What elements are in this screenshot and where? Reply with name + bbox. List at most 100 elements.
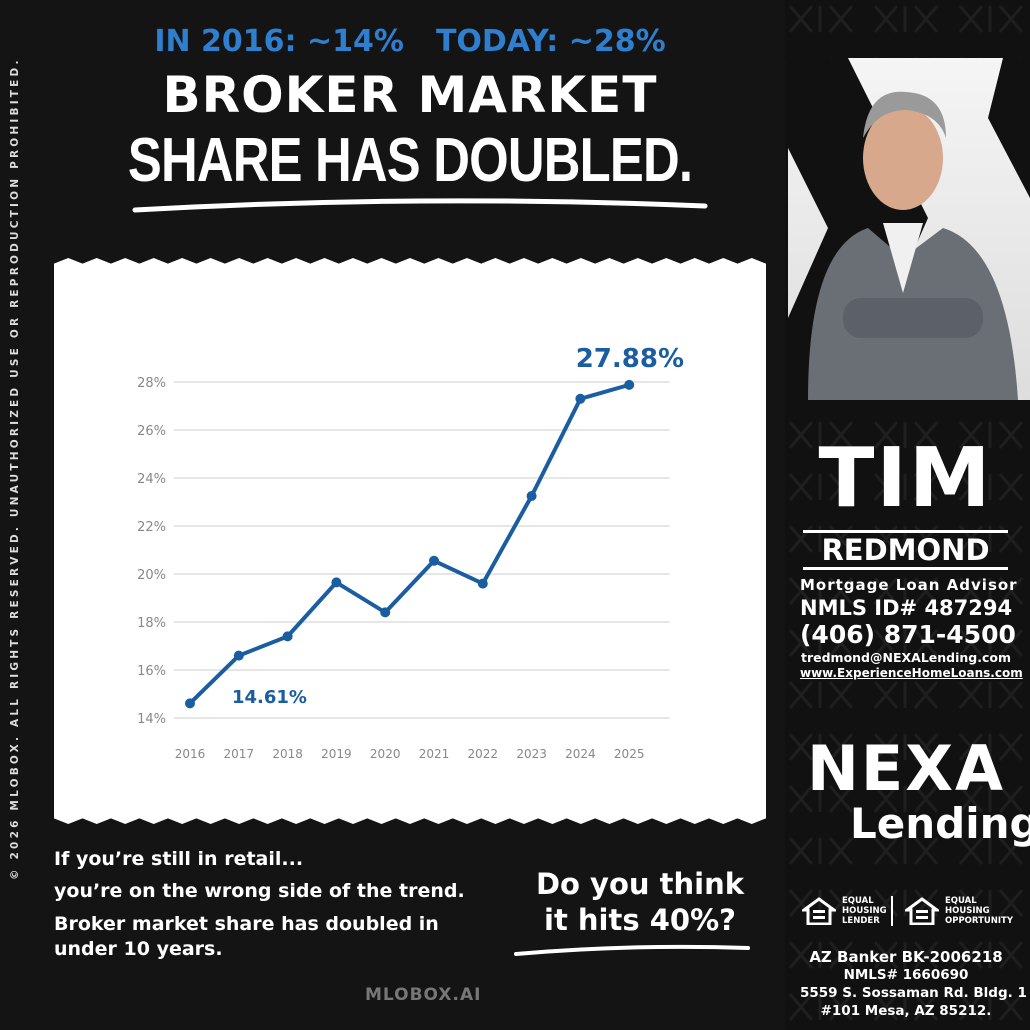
data-point bbox=[429, 555, 439, 566]
mlobox-logo: MLOBOX.AI bbox=[365, 985, 482, 1005]
company-nmls: NMLS# 1660690 bbox=[843, 967, 969, 983]
pattern-mark bbox=[788, 993, 854, 1021]
pattern-mark bbox=[788, 5, 854, 33]
agent-email[interactable]: tredmond@NEXALending.com bbox=[800, 650, 1012, 665]
y-tick-label: 24% bbox=[137, 472, 166, 487]
agent-photo bbox=[788, 58, 1030, 400]
body-line3: Broker market share has doubled in bbox=[54, 913, 439, 935]
headline-stats: IN 2016: ~14% TODAY: ~28% bbox=[90, 24, 730, 60]
pattern-mark bbox=[958, 577, 1024, 605]
nexa-logo-bottom: Lending bbox=[850, 799, 1030, 848]
pattern-mark bbox=[958, 785, 1024, 813]
pattern-mark bbox=[788, 577, 854, 605]
pattern-mark bbox=[873, 837, 939, 865]
question: Do you think it hits 40%? bbox=[520, 866, 760, 938]
x-tick-label: 2017 bbox=[224, 747, 255, 761]
pattern-mark bbox=[873, 5, 939, 33]
body-line4: under 10 years. bbox=[54, 938, 223, 960]
x-tick-label: 2023 bbox=[516, 747, 547, 761]
eq1-line: EQUAL bbox=[842, 896, 874, 906]
question-line2: it hits 40%? bbox=[544, 903, 736, 937]
divider bbox=[891, 896, 893, 926]
pattern-mark bbox=[873, 525, 939, 553]
body-line2: you’re on the wrong side of the trend. bbox=[54, 880, 465, 902]
pattern-mark bbox=[788, 889, 854, 917]
pattern-mark bbox=[873, 733, 939, 761]
pattern-mark bbox=[788, 421, 854, 449]
pattern-mark bbox=[958, 473, 1024, 501]
x-tick-label: 2025 bbox=[614, 747, 645, 761]
eq2-line: OPPORTUNITY bbox=[945, 916, 1014, 926]
copyright-notice: © 2026 MLOBOX. ALL RIGHTS RESERVED. UNAU… bbox=[9, 57, 21, 880]
pattern-mark bbox=[958, 837, 1024, 865]
agent-last-name: REDMOND bbox=[803, 530, 1008, 570]
y-tick-label: 26% bbox=[137, 424, 166, 439]
pattern-mark bbox=[873, 629, 939, 657]
x-tick-label: 2019 bbox=[321, 747, 352, 761]
address-line1: 5559 S. Sossaman Rd. Bldg. 1 bbox=[800, 985, 1027, 1001]
pattern-mark bbox=[958, 681, 1024, 709]
pattern-mark bbox=[873, 473, 939, 501]
line-chart: 14% 16% 18% 20% 22% 24% 26% 28% 2016 2017 2018 2019… bbox=[137, 344, 684, 761]
pattern-mark bbox=[958, 733, 1024, 761]
pattern-mark bbox=[788, 681, 854, 709]
pattern-mark bbox=[958, 525, 1024, 553]
pattern-mark bbox=[958, 629, 1024, 657]
swoosh-underline bbox=[132, 198, 708, 213]
pattern-mark bbox=[873, 889, 939, 917]
pattern-mark bbox=[788, 525, 854, 553]
equal-housing-opportunity: EQUAL HOUSING OPPORTUNITY bbox=[905, 896, 1013, 926]
x-tick-label: 2020 bbox=[370, 747, 401, 761]
x-tick-label: 2024 bbox=[565, 747, 596, 761]
stat-today: TODAY: ~28% bbox=[435, 24, 666, 59]
equal-housing-lender: EQUAL HOUSING LENDER bbox=[802, 896, 887, 926]
pattern-mark bbox=[873, 577, 939, 605]
data-point bbox=[282, 631, 293, 642]
pattern-mark bbox=[873, 941, 939, 969]
annotation-2025: 27.88% bbox=[576, 344, 684, 374]
y-tick-label: 28% bbox=[137, 376, 166, 391]
x-tick-label: 2018 bbox=[272, 747, 303, 761]
eq1-line: HOUSING bbox=[842, 906, 887, 916]
house-equal-icon bbox=[802, 897, 836, 925]
pattern-mark bbox=[788, 629, 854, 657]
pattern-mark bbox=[958, 5, 1024, 33]
y-tick-label: 16% bbox=[137, 664, 166, 679]
nexa-logo-top: NEXA bbox=[806, 732, 1006, 805]
data-point bbox=[380, 607, 391, 618]
pattern-mark bbox=[788, 785, 854, 813]
pattern-mark bbox=[873, 785, 939, 813]
question-swoosh bbox=[514, 944, 750, 956]
pattern-mark bbox=[788, 733, 854, 761]
pattern-mark bbox=[958, 889, 1024, 917]
y-tick-label: 14% bbox=[137, 712, 166, 727]
pattern-mark bbox=[788, 473, 854, 501]
y-tick-label: 20% bbox=[137, 568, 166, 583]
data-point bbox=[526, 491, 537, 501]
agent-nmls: NMLS ID# 487294 bbox=[800, 596, 1013, 620]
data-point bbox=[624, 379, 635, 390]
pattern-mark bbox=[788, 941, 854, 969]
x-tick-label: 2022 bbox=[468, 747, 499, 761]
agent-panel bbox=[785, 0, 1030, 1030]
x-tick-label: 2016 bbox=[175, 747, 206, 761]
agent-title: Mortgage Loan Advisor bbox=[800, 576, 1018, 594]
eq2-line: EQUAL bbox=[945, 896, 977, 906]
license: AZ Banker BK-2006218 bbox=[809, 948, 1003, 966]
series-line bbox=[188, 382, 630, 705]
pattern-mark bbox=[958, 421, 1024, 449]
data-point bbox=[185, 698, 195, 709]
data-point bbox=[477, 578, 488, 589]
agent-portrait-illustration bbox=[788, 58, 1030, 400]
stat-2016: IN 2016: ~14% bbox=[154, 24, 404, 59]
eq1-line: LENDER bbox=[842, 916, 880, 926]
y-tick-label: 22% bbox=[137, 520, 166, 535]
headline-line2: SHARE HAS DOUBLED. bbox=[127, 126, 693, 195]
x-tick-label: 2021 bbox=[419, 747, 450, 761]
agent-phone[interactable]: (406) 871-4500 bbox=[800, 620, 1016, 649]
pattern-mark bbox=[958, 941, 1024, 969]
agent-website[interactable]: www.ExperienceHomeLoans.com bbox=[800, 666, 1023, 680]
pattern-mark bbox=[788, 837, 854, 865]
chart-card: 14% 16% 18% 20% 22% 24% 26% 28% 2016 2017 2018 2019… bbox=[54, 258, 766, 824]
data-point bbox=[575, 393, 586, 404]
